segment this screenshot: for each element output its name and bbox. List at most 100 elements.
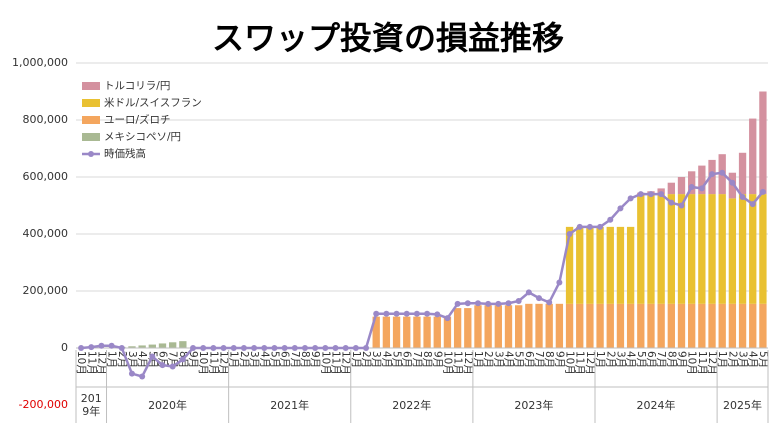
bar [759,194,767,304]
point [190,345,197,351]
point [271,345,278,351]
point [220,345,227,351]
x-tick-label: 4月 [625,351,637,368]
legend-swatch [82,82,100,90]
year-label: 2019年 [80,392,102,418]
year-label: 2025年 [723,398,763,412]
point [281,345,288,351]
point [607,216,614,223]
point [566,231,573,237]
x-tick-label: 2月 [360,351,372,368]
point [312,345,319,351]
bar [738,152,747,195]
x-tick-label: 4月 [258,351,270,368]
point [403,310,410,317]
x-tick-label: 11月 [574,351,586,375]
x-tick-label: 12月 [462,351,474,375]
y-tick-label: 400,000 [23,227,69,240]
x-tick-label: 8月 [421,351,433,368]
year-label: 2023年 [514,398,554,412]
x-tick-label: 2月 [482,351,494,368]
bar [158,343,167,348]
x-tick-label: 7月 [533,351,545,368]
point [88,344,95,351]
legend-label: 米ドル/スイスフラン [104,96,202,109]
legend-swatch [82,133,100,141]
point [627,195,634,202]
x-tick-label: 9月 [676,351,688,368]
bar [647,303,655,348]
bar [596,303,604,348]
bar [626,303,635,348]
bar [515,305,523,348]
bar [677,303,686,348]
y-tick-label: -200,000 [19,398,68,411]
y-tick-label: 600,000 [23,170,69,183]
bar [128,346,136,348]
bar [606,303,614,348]
x-tick-label: 2月 [238,351,250,368]
x-tick-label: 4月 [136,351,148,368]
year-label: 2022年 [392,398,432,412]
point [647,191,654,198]
point [637,191,644,198]
bar [759,91,767,195]
x-tick-label: 1月 [594,351,606,368]
x-tick-label: 4月 [380,351,392,368]
x-tick-label: 5月 [391,351,403,368]
legend-label: メキシコペソ/円 [104,131,181,143]
point [617,205,624,212]
x-tick-label: 8月 [665,351,677,368]
x-tick-label: 2月 [604,351,616,368]
x-tick-label: 11月 [452,351,464,375]
x-tick-label: 10月 [197,351,209,375]
bar [179,341,187,348]
point [464,300,471,307]
point [454,300,461,307]
x-tick-label: 1月 [228,351,240,368]
point [332,345,339,351]
y-tick-label: 800,000 [23,113,69,126]
x-tick-label: 12月 [218,351,230,375]
bar [138,345,146,348]
bar [738,303,747,348]
x-tick-label: 5月 [513,351,525,368]
point [373,310,380,317]
point [444,315,451,322]
bar [626,226,635,304]
point [363,345,370,351]
x-tick-label: 11月 [696,351,708,375]
point [98,342,105,349]
bar [525,303,533,348]
point [240,345,247,351]
bar [667,194,675,304]
point [495,300,502,307]
bar [596,226,604,304]
year-label: 2020年 [148,398,188,412]
bar [535,303,543,348]
x-tick-label: 12月 [584,351,596,375]
point [709,171,716,178]
bar [576,303,584,348]
point [556,279,563,286]
bar [433,316,441,348]
legend-swatch [82,99,100,107]
point [597,223,604,230]
bar [392,316,401,348]
x-tick-label: 6月 [401,351,413,368]
x-tick-label: 9月 [553,351,565,368]
bar [637,194,645,304]
point [515,297,522,304]
point [739,193,746,200]
point [434,311,441,318]
point [485,300,492,307]
point [688,183,695,190]
bar [423,316,431,348]
point [393,310,400,317]
bar [606,226,614,304]
bar [555,303,564,348]
bar [698,165,706,195]
bar [749,118,757,195]
